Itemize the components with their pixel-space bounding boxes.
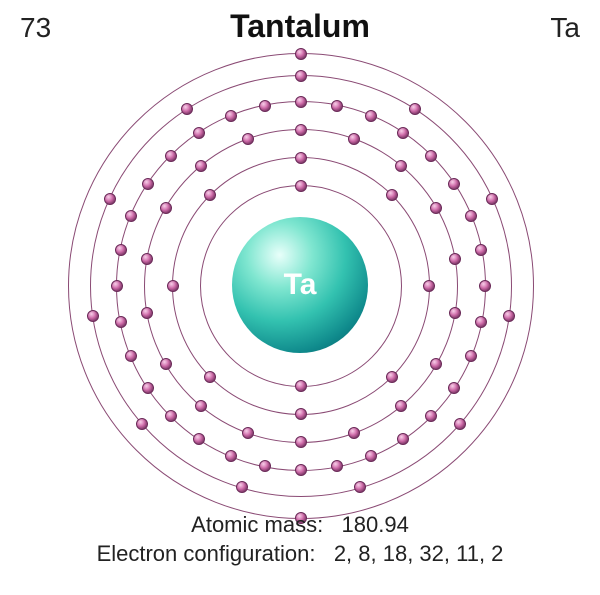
electron-config-label: Electron configuration:: [97, 541, 316, 566]
atomic-mass-row: Atomic mass: 180.94: [0, 510, 600, 540]
atom-diagram-card: 73 Tantalum Ta Ta Atomic mass: 180.94 El…: [0, 0, 600, 595]
electron-shell: [68, 53, 534, 519]
element-facts: Atomic mass: 180.94 Electron configurati…: [0, 510, 600, 569]
electron: [295, 48, 307, 60]
electron-config-row: Electron configuration: 2, 8, 18, 32, 11…: [0, 539, 600, 569]
electron-shell-diagram: Ta: [50, 50, 550, 520]
electron-config-value: 2, 8, 18, 32, 11, 2: [334, 541, 504, 566]
atomic-mass-value: 180.94: [342, 512, 409, 537]
element-name: Tantalum: [0, 8, 600, 45]
atomic-mass-label: Atomic mass:: [191, 512, 323, 537]
element-symbol-corner: Ta: [550, 12, 580, 44]
